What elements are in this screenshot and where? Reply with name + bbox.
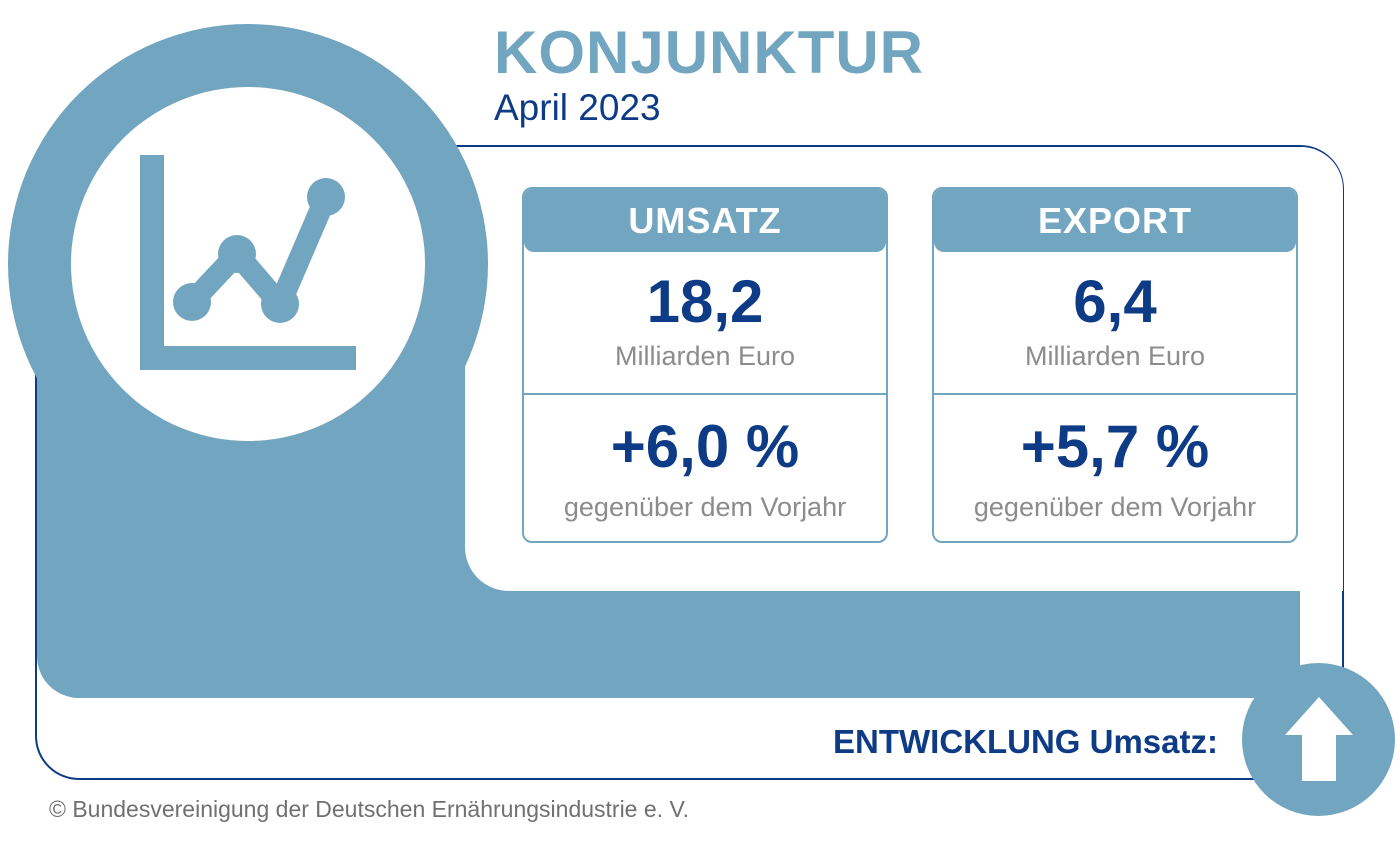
trend-indicator xyxy=(1242,663,1395,816)
card-compare: gegenüber dem Vorjahr xyxy=(973,492,1257,522)
card-divider xyxy=(524,393,886,395)
card-unit: Milliarden Euro xyxy=(614,341,796,371)
page-title: KONJUNKTUR xyxy=(494,19,924,86)
export-card: EXPORT 6,4 Milliarden Euro +5,7 % gegenü… xyxy=(932,187,1298,543)
card-header: EXPORT xyxy=(934,189,1296,252)
trend-label: ENTWICKLUNG Umsatz: xyxy=(833,723,1218,760)
page-subtitle: April 2023 xyxy=(494,87,661,128)
line-chart-icon xyxy=(140,155,356,370)
card-change: +6,0 % xyxy=(610,413,800,480)
card-header: UMSATZ xyxy=(524,189,886,252)
card-compare: gegenüber dem Vorjahr xyxy=(563,492,847,522)
card-value: 6,4 xyxy=(1073,268,1157,335)
card-unit: Milliarden Euro xyxy=(1024,341,1206,371)
arrow-up-icon xyxy=(1285,697,1353,781)
card-divider xyxy=(934,393,1296,395)
card-value: 18,2 xyxy=(646,268,764,335)
copyright-notice: © Bundesvereinigung der Deutschen Ernähr… xyxy=(49,796,690,822)
umsatz-card: UMSATZ 18,2 Milliarden Euro +6,0 % gegen… xyxy=(522,187,888,543)
card-change: +5,7 % xyxy=(1020,413,1210,480)
